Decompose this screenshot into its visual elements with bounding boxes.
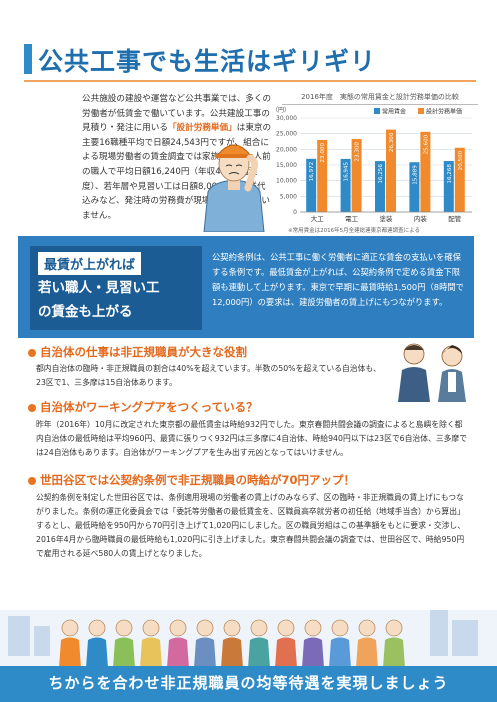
worker-figure [167, 637, 189, 668]
bar-value-label: 16,972 [309, 162, 315, 182]
worker-head [250, 619, 268, 637]
bar-value-label: 26,300 [389, 132, 395, 152]
x-tick-label: 大工 [311, 214, 325, 223]
bottom-banner [0, 666, 497, 702]
legend-swatch [418, 108, 424, 114]
y-tick-label: 5,000 [280, 193, 297, 200]
bottom-banner-text: ちからを合わせ非正規職員の均等待遇を実現しましょう [48, 674, 449, 692]
bar [317, 139, 328, 212]
intro-highlight: 「設計労務単価」 [167, 123, 237, 134]
y-tick-label: 0 [293, 209, 297, 216]
office-workers-illustration [398, 343, 466, 402]
worker-head [304, 619, 322, 637]
x-tick-label: 塗装 [380, 214, 394, 223]
section-bullet-icon [28, 349, 36, 357]
x-tick-label: 配管 [448, 214, 462, 223]
worker-figure [302, 637, 324, 668]
band-body-text: 公契約条例は、公共工事に働く労働者に適正な賃金の支払いを確保する条例です。最低賃… [212, 252, 464, 307]
title-divider [24, 80, 476, 82]
bar [454, 147, 465, 212]
legend-swatch [374, 108, 380, 114]
bar-value-label: 20,500 [458, 150, 464, 170]
bar-value-label: 16,256 [378, 164, 384, 184]
bar [420, 131, 431, 212]
title-accent-bar [24, 44, 32, 74]
bar-value-label: 16,945 [344, 161, 350, 181]
intro-text-1: 公共施設の建設や運営など公共事業では、多くの労働者が低賃金で働いています。公共建… [82, 94, 272, 134]
section-body-2: 昨年（2016年）10月に改定された東京都の最低賃金は時給932円でした。東京春… [36, 420, 468, 457]
bar-value-label: 23,000 [320, 142, 326, 162]
intro-paragraph: 公共施設の建設や運営など公共事業では、多くの労働者が低賃金で働いています。公共建… [82, 92, 272, 223]
band-heading-line-1: 若い職人・見習い工 [38, 280, 160, 296]
bar-value-label: 15,889 [412, 165, 418, 185]
worker-figure [86, 637, 108, 668]
worker-figure [356, 637, 378, 668]
worker-head [358, 619, 376, 637]
legend-label: 設計労務単価 [426, 108, 462, 116]
section-heading-1: 自治体の仕事は非正規職員が大きな役割 [40, 345, 247, 359]
worker-head [88, 619, 106, 637]
workers-crowd-illustration [0, 610, 497, 668]
bar [375, 161, 385, 212]
x-tick-label: 電工 [345, 215, 359, 223]
worker-figure [248, 637, 270, 668]
worker-head [115, 619, 133, 637]
worker-head [277, 619, 295, 637]
worker-head [385, 619, 403, 637]
worker-figure [329, 637, 351, 668]
worker-figure [59, 637, 81, 668]
band-heading-line-2: の賃金も上がる [38, 304, 133, 320]
bar-value-label: 16,268 [447, 164, 453, 184]
worker-figure [275, 637, 297, 668]
y-tick-label: 20,000 [276, 146, 297, 153]
bar [351, 138, 362, 212]
bar [409, 162, 420, 212]
worker-illustration [203, 144, 265, 232]
intro-text-2: は東京の主要16職種平均で日額24,543円ですが、組合による現場労働者の賃金調… [82, 123, 272, 221]
worker-figure [194, 637, 216, 668]
bar [306, 158, 317, 212]
chart-title: 2016年度 実態の常用賃金と設計労務単価の比較 [282, 92, 478, 105]
bar [443, 161, 454, 212]
section-heading-3: 世田谷区では公契約条例で非正規職員の時給が70円アップ！ [40, 473, 356, 487]
band-badge: 最賃が上がれば [38, 252, 142, 275]
bar [340, 158, 351, 212]
y-axis-unit-label: （円） [272, 107, 290, 114]
y-tick-label: 10,000 [276, 178, 297, 185]
section-heading-2: 自治体がワーキングプアをつくっている？ [40, 400, 258, 414]
worker-head [169, 619, 187, 637]
worker-figure [221, 637, 243, 668]
worker-head [223, 619, 241, 637]
worker-head [196, 619, 214, 637]
page-title: 公共工事でも生活はギリギリ [38, 47, 377, 76]
legend-label: 常用賃金 [382, 108, 406, 116]
y-tick-label: 15,000 [276, 162, 297, 169]
section-body-1: 都内自治体の臨時・非正規職員の割合は40%を超えています。半数の50%を超えてい… [36, 364, 381, 387]
wage-comparison-chart: （円）30,000 25,000 20,000 15,000 10,000 5,000 0 常… [272, 107, 472, 223]
bar-value-label: 23,300 [355, 142, 361, 162]
section-body-3: 公契約条例を制定した世田谷区では、条例適用現場の労働者の賃上げのみならず、区の臨… [36, 493, 466, 558]
x-tick-label: 内装 [414, 214, 428, 223]
section-bullet-icon [28, 404, 36, 412]
worker-figure [113, 637, 135, 668]
bar-value-label: 25,600 [423, 134, 429, 154]
worker-figure [383, 637, 405, 668]
y-tick-label: 25,000 [276, 131, 297, 138]
worker-figure [140, 637, 162, 668]
bar [386, 129, 396, 212]
worker-head [331, 619, 349, 637]
worker-head [61, 619, 79, 637]
section-bullet-icon [28, 477, 36, 485]
y-tick-label: 30,000 [276, 115, 297, 122]
worker-head [142, 619, 160, 637]
chart-note: ※常用賃金は2016年5月全建総連東京都連調査による [288, 228, 420, 234]
